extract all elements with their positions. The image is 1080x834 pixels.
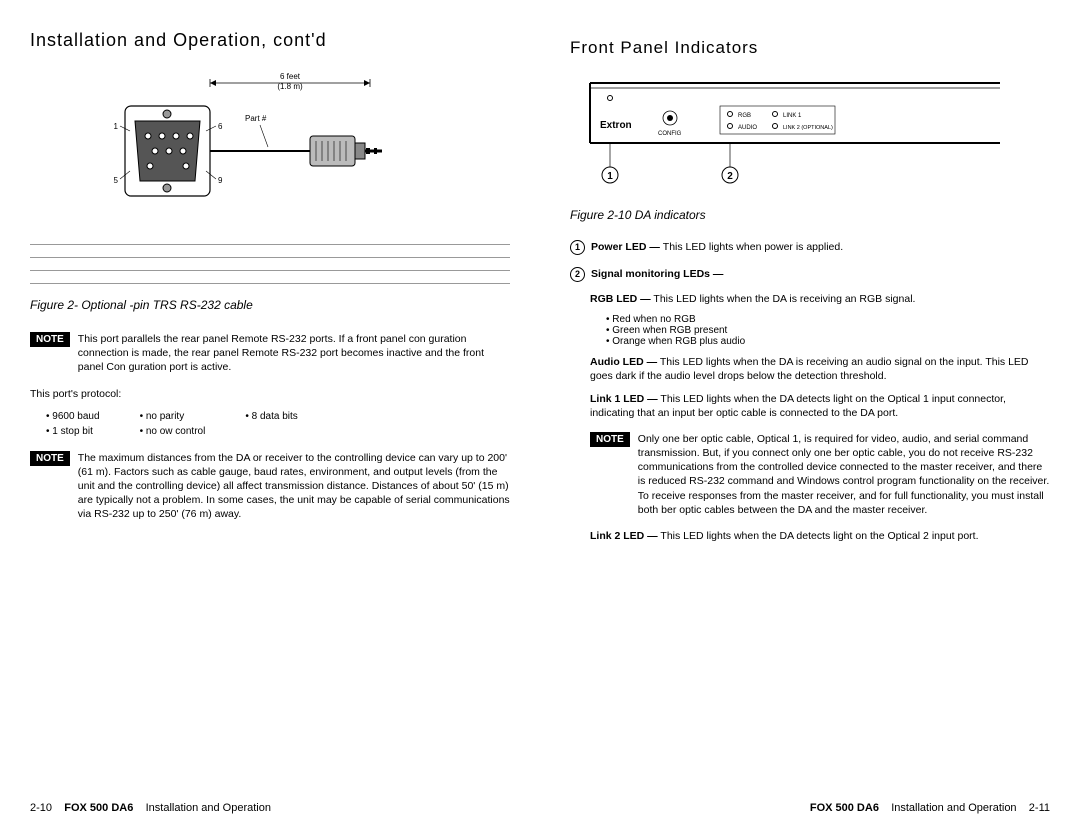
note-text-2: The maximum distances from the DA or rec… <box>78 451 510 522</box>
link2-row: Link 2 LED — This LED lights when the DA… <box>590 529 1050 543</box>
note-badge: NOTE <box>30 451 70 466</box>
divider <box>30 270 510 271</box>
link1-led-label: Link 1 LED — <box>590 393 658 405</box>
svg-text:5: 5 <box>114 176 119 185</box>
footer-right: FOX 500 DA6 Installation and Operation 2… <box>570 802 1050 814</box>
rgb-led-label: RGB LED — <box>590 293 651 305</box>
note-badge: NOTE <box>30 332 70 347</box>
protocol-item: 8 data bits <box>245 411 297 422</box>
svg-text:6: 6 <box>218 122 223 131</box>
c1-text: This LED lights when power is applied. <box>663 241 843 253</box>
figure-caption-right: Figure 2-10 DA indicators <box>570 208 1050 222</box>
note-block-2: NOTE The maximum distances from the DA o… <box>30 451 510 522</box>
config-label: CONFIG <box>658 131 682 137</box>
front-panel-diagram: Extron CONFIG RGB AUDIO LINK 1 LINK 2 (O… <box>570 73 1050 196</box>
brand-label: Extron <box>600 120 632 131</box>
callout-num-2: 2 <box>570 267 585 282</box>
link2-led-label: Link 2 LED — <box>590 530 658 542</box>
rgb-row: RGB LED — This LED lights when the DA is… <box>590 292 1050 306</box>
callout-num-1: 1 <box>570 240 585 255</box>
rgb-bullet: Red when no RGB <box>606 314 1050 325</box>
protocol-item: no ow control <box>140 426 206 437</box>
cable-length-ft: 6 feet <box>280 72 301 81</box>
divider <box>30 257 510 258</box>
section-header-right: Front Panel Indicators <box>570 38 1050 58</box>
footer-pagenum: 2-10 <box>30 802 52 814</box>
cable-length-m: (1.8 m) <box>277 82 303 91</box>
note-text-3: Only one ber optic cable, Optical 1, is … <box>638 432 1050 517</box>
footer-product: FOX 500 DA6 <box>64 802 133 814</box>
footer-section: Installation and Operation <box>146 802 271 814</box>
divider <box>30 283 510 284</box>
page-spread: Installation and Operation, cont'd 6 fee… <box>30 30 1050 814</box>
c2-label: Signal monitoring LEDs — <box>591 268 723 280</box>
link2-led-text: This LED lights when the DA detects ligh… <box>660 530 978 542</box>
figure-caption-left: Figure 2- Optional -pin TRS RS-232 cable <box>30 298 510 312</box>
protocol-item: 9600 baud <box>46 411 100 422</box>
link1-row: Link 1 LED — This LED lights when the DA… <box>590 392 1050 420</box>
footer-product-r: FOX 500 DA6 <box>810 802 879 814</box>
part-label: Part # <box>245 114 267 123</box>
c1-label: Power LED — <box>591 241 660 253</box>
footer-left: 2-10 FOX 500 DA6 Installation and Operat… <box>30 802 510 814</box>
protocol-bullets: 9600 baud 1 stop bit no parity no ow con… <box>46 411 510 437</box>
protocol-label: This port's protocol: <box>30 387 510 401</box>
note-block-3: NOTE Only one ber optic cable, Optical 1… <box>590 432 1050 517</box>
footer-section-r: Installation and Operation <box>891 802 1016 814</box>
callout-2: 2 Signal monitoring LEDs — <box>570 267 1050 282</box>
link1-label: LINK 1 <box>783 113 802 119</box>
right-page: Front Panel Indicators Extron CONFIG <box>570 30 1050 814</box>
svg-text:1: 1 <box>607 171 613 182</box>
note-block-1: NOTE This port parallels the rear panel … <box>30 332 510 375</box>
protocol-item: 1 stop bit <box>46 426 100 437</box>
note-text-1: This port parallels the rear panel Remot… <box>78 332 510 375</box>
svg-text:9: 9 <box>218 176 223 185</box>
divider <box>30 244 510 245</box>
rgb-bullet: Green when RGB present <box>606 325 1050 336</box>
audio-label: AUDIO <box>738 125 757 131</box>
rgb-bullets: Red when no RGB Green when RGB present O… <box>606 314 1050 347</box>
svg-text:2: 2 <box>727 171 733 182</box>
rgb-led-text: This LED lights when the DA is receiving… <box>653 293 915 305</box>
audio-row: Audio LED — This LED lights when the DA … <box>590 355 1050 383</box>
rgb-label: RGB <box>738 113 751 119</box>
protocol-item: no parity <box>140 411 206 422</box>
callout-1: 1 Power LED — This LED lights when power… <box>570 240 1050 255</box>
link2-label: LINK 2 (OPTIONAL) <box>783 125 833 131</box>
rgb-bullet: Orange when RGB plus audio <box>606 336 1050 347</box>
svg-text:1: 1 <box>114 122 119 131</box>
footer-pagenum-r: 2-11 <box>1029 802 1050 814</box>
cable-diagram: 6 feet (1.8 m) 1 6 <box>30 71 510 234</box>
page-header-left: Installation and Operation, cont'd <box>30 30 510 51</box>
left-page: Installation and Operation, cont'd 6 fee… <box>30 30 510 814</box>
audio-led-label: Audio LED — <box>590 356 657 368</box>
note-badge: NOTE <box>590 432 630 447</box>
